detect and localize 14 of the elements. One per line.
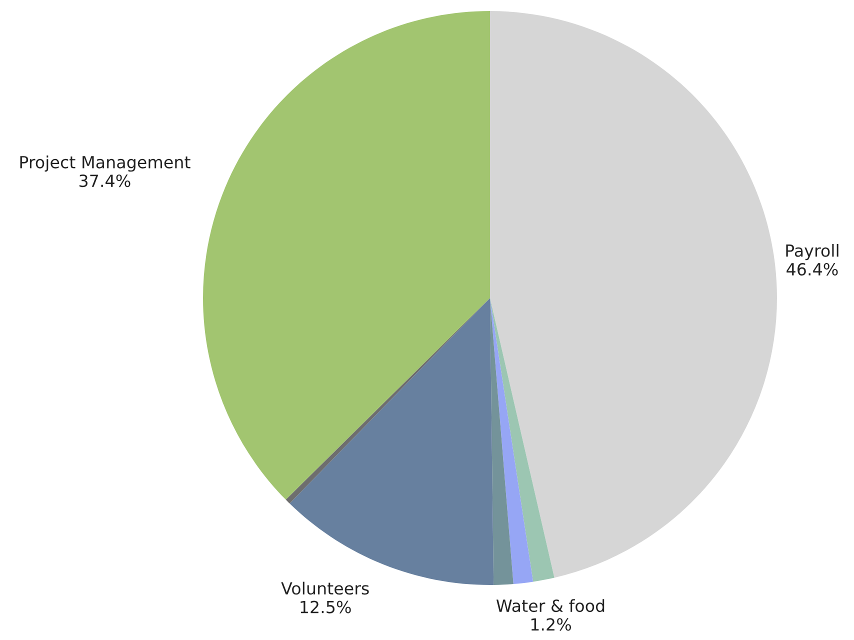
- pie-slice: [286, 298, 490, 504]
- slice-label: Water & food: [496, 599, 604, 612]
- pie-slice: [490, 11, 777, 578]
- data-label: 46.4%: [786, 262, 838, 276]
- data-label: 1.2%: [531, 618, 572, 631]
- pie-slice: [490, 298, 534, 584]
- slice-label: Payroll: [786, 244, 838, 260]
- pie-slice: [203, 11, 490, 500]
- pie-slice: [490, 298, 554, 582]
- data-label: 12.5%: [300, 600, 351, 614]
- data-label: 37.4%: [80, 174, 130, 188]
- slice-label: Volunteers: [281, 582, 369, 595]
- pie-slice: [490, 298, 514, 585]
- slice-label: Project Management: [20, 156, 190, 172]
